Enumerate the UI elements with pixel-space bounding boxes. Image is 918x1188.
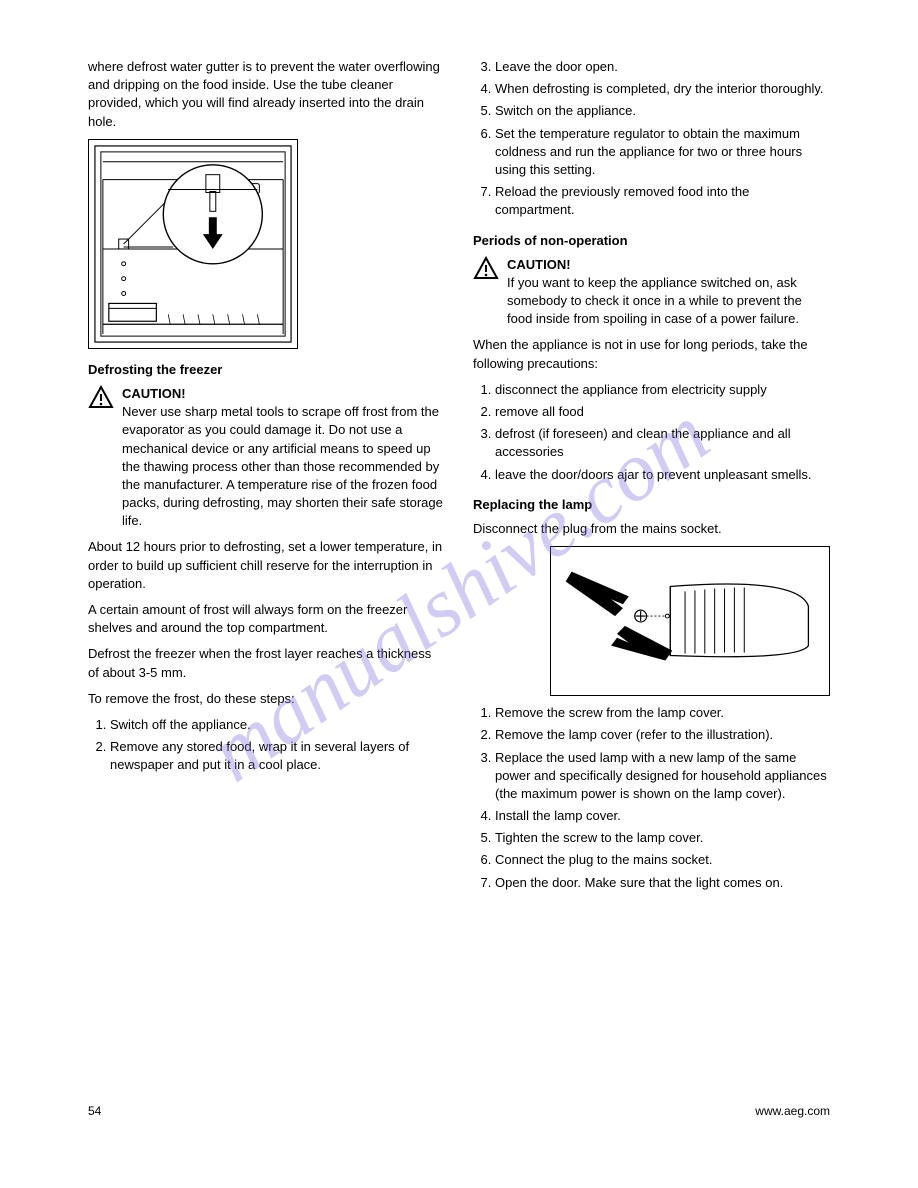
list-item: Open the door. Make sure that the light … bbox=[495, 874, 830, 892]
figure-lamp-cover bbox=[550, 546, 830, 696]
defrost-steps-left: Switch off the appliance. Remove any sto… bbox=[88, 716, 445, 775]
non-operation-intro: When the appliance is not in use for lon… bbox=[473, 336, 830, 372]
list-item: Reload the previously removed food into … bbox=[495, 183, 830, 219]
caution-row-right: CAUTION! If you want to keep the applian… bbox=[473, 256, 830, 329]
caution-icon bbox=[88, 385, 114, 414]
frost-note: A certain amount of frost will always fo… bbox=[88, 601, 445, 637]
caution-row-left: CAUTION! Never use sharp metal tools to … bbox=[88, 385, 445, 531]
columns-container: where defrost water gutter is to prevent… bbox=[88, 58, 830, 900]
heading-defrosting-freezer: Defrosting the freezer bbox=[88, 361, 445, 379]
defrost-thickness-note: Defrost the freezer when the frost layer… bbox=[88, 645, 445, 681]
remove-frost-intro: To remove the frost, do these steps: bbox=[88, 690, 445, 708]
list-item: Switch on the appliance. bbox=[495, 102, 830, 120]
list-item: Remove the screw from the lamp cover. bbox=[495, 704, 830, 722]
left-intro-paragraph: where defrost water gutter is to prevent… bbox=[88, 58, 445, 131]
caution-body-right: If you want to keep the appliance switch… bbox=[507, 274, 830, 329]
caution-label: CAUTION! bbox=[507, 257, 571, 272]
caution-label: CAUTION! bbox=[122, 386, 186, 401]
list-item: Replace the used lamp with a new lamp of… bbox=[495, 749, 830, 804]
non-operation-steps: disconnect the appliance from electricit… bbox=[473, 381, 830, 484]
figure-defrost-drain bbox=[88, 139, 298, 349]
list-item: Remove any stored food, wrap it in sever… bbox=[110, 738, 445, 774]
heading-non-operation: Periods of non-operation bbox=[473, 232, 830, 250]
right-column: Leave the door open. When defrosting is … bbox=[473, 58, 830, 900]
heading-replacing-lamp: Replacing the lamp bbox=[473, 496, 830, 514]
list-item: Leave the door open. bbox=[495, 58, 830, 76]
defrost-steps-right: Leave the door open. When defrosting is … bbox=[473, 58, 830, 220]
list-item: Install the lamp cover. bbox=[495, 807, 830, 825]
page-number: 54 bbox=[88, 1103, 101, 1120]
list-item: Remove the lamp cover (refer to the illu… bbox=[495, 726, 830, 744]
caution-text-block-left: CAUTION! Never use sharp metal tools to … bbox=[122, 385, 445, 531]
caution-icon bbox=[473, 256, 499, 285]
pre-defrost-temp-note: About 12 hours prior to defrosting, set … bbox=[88, 538, 445, 593]
list-item: Connect the plug to the mains socket. bbox=[495, 851, 830, 869]
disconnect-plug-note: Disconnect the plug from the mains socke… bbox=[473, 520, 830, 538]
left-column: where defrost water gutter is to prevent… bbox=[88, 58, 445, 900]
page-footer: 54 www.aeg.com bbox=[88, 1093, 830, 1120]
page-content: where defrost water gutter is to prevent… bbox=[88, 58, 830, 1120]
list-item: defrost (if foreseen) and clean the appl… bbox=[495, 425, 830, 461]
footer-url: www.aeg.com bbox=[755, 1103, 830, 1120]
lamp-steps: Remove the screw from the lamp cover. Re… bbox=[473, 704, 830, 892]
list-item: Tighten the screw to the lamp cover. bbox=[495, 829, 830, 847]
caution-body-left: Never use sharp metal tools to scrape of… bbox=[122, 403, 445, 530]
list-item: remove all food bbox=[495, 403, 830, 421]
list-item: Set the temperature regulator to obtain … bbox=[495, 125, 830, 180]
list-item: Switch off the appliance. bbox=[110, 716, 445, 734]
list-item: When defrosting is completed, dry the in… bbox=[495, 80, 830, 98]
list-item: disconnect the appliance from electricit… bbox=[495, 381, 830, 399]
list-item: leave the door/doors ajar to prevent unp… bbox=[495, 466, 830, 484]
caution-text-block-right: CAUTION! If you want to keep the applian… bbox=[507, 256, 830, 329]
